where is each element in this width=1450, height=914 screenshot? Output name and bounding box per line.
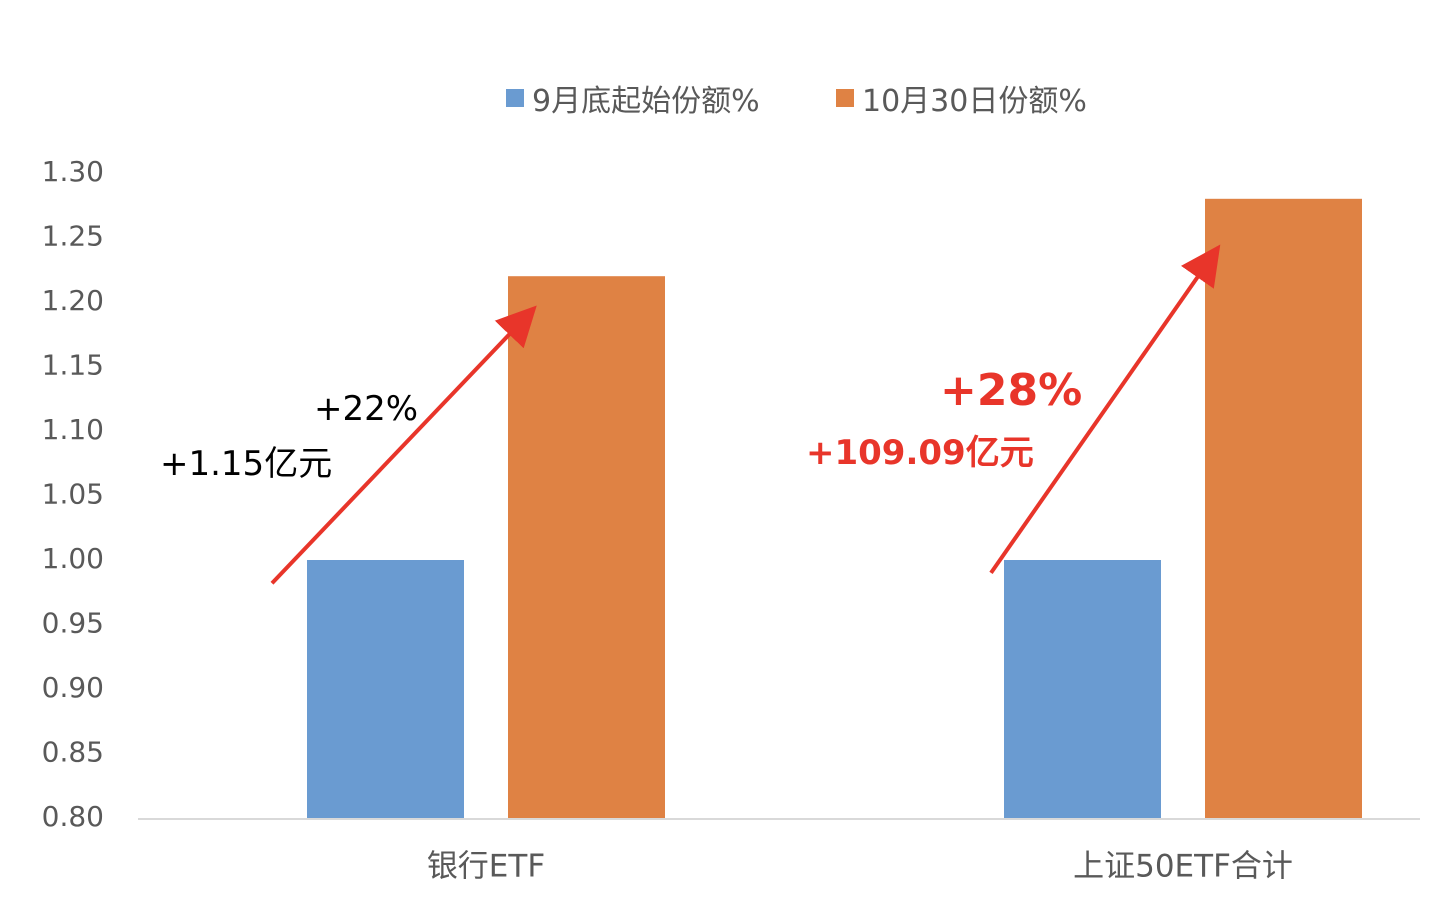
y-tick-label: 0.95 (42, 607, 104, 640)
annotation-bank-percent: +22% (314, 389, 419, 429)
x-category-label: 银行ETF (427, 849, 545, 885)
annotation-sz50-amount: +109.09亿元 (806, 433, 1034, 473)
y-tick-label: 1.05 (42, 478, 104, 511)
legend-label-series-1: 9月底起始份额% (532, 84, 760, 119)
legend-label-series-2: 10月30日份额% (862, 84, 1087, 119)
increase-arrow-sz50 (989, 244, 1221, 575)
y-axis-tick-labels: 0.80 0.85 0.90 0.95 1.00 1.05 1.10 1.15 1.20 1.25… (42, 155, 104, 833)
x-category-label: 上证50ETF合计 (1073, 849, 1293, 885)
legend-swatch-series-1 (506, 89, 524, 107)
legend-item-series-1: 9月底起始份额% (506, 76, 760, 120)
y-tick-label: 1.20 (42, 284, 104, 317)
increase-arrow-bank (270, 305, 537, 585)
y-tick-label: 0.85 (42, 736, 104, 769)
y-tick-label: 1.10 (42, 413, 104, 446)
annotation-sz50-percent: +28% (940, 365, 1083, 416)
y-tick-label: 0.90 (42, 671, 104, 704)
annotation-bank-amount: +1.15亿元 (160, 444, 333, 484)
y-tick-label: 1.25 (42, 220, 104, 253)
x-axis-category-labels: 银行ETF 上证50ETF合计 (427, 849, 1293, 885)
legend-swatch-series-2 (836, 89, 854, 107)
legend: 9月底起始份额% 10月30日份额% (0, 76, 1450, 120)
bar-start-share-1 (1004, 560, 1161, 818)
bars-group (307, 198, 1362, 819)
bar-oct30-share-1 (1205, 198, 1362, 819)
y-tick-label: 0.80 (42, 800, 104, 833)
y-tick-label: 1.15 (42, 349, 104, 382)
y-tick-label: 1.00 (42, 542, 104, 575)
legend-item-series-2: 10月30日份额% (836, 76, 1087, 120)
y-tick-label: 1.30 (42, 155, 104, 188)
bar-start-share-0 (307, 560, 464, 818)
bar-oct30-share-0 (508, 276, 665, 818)
